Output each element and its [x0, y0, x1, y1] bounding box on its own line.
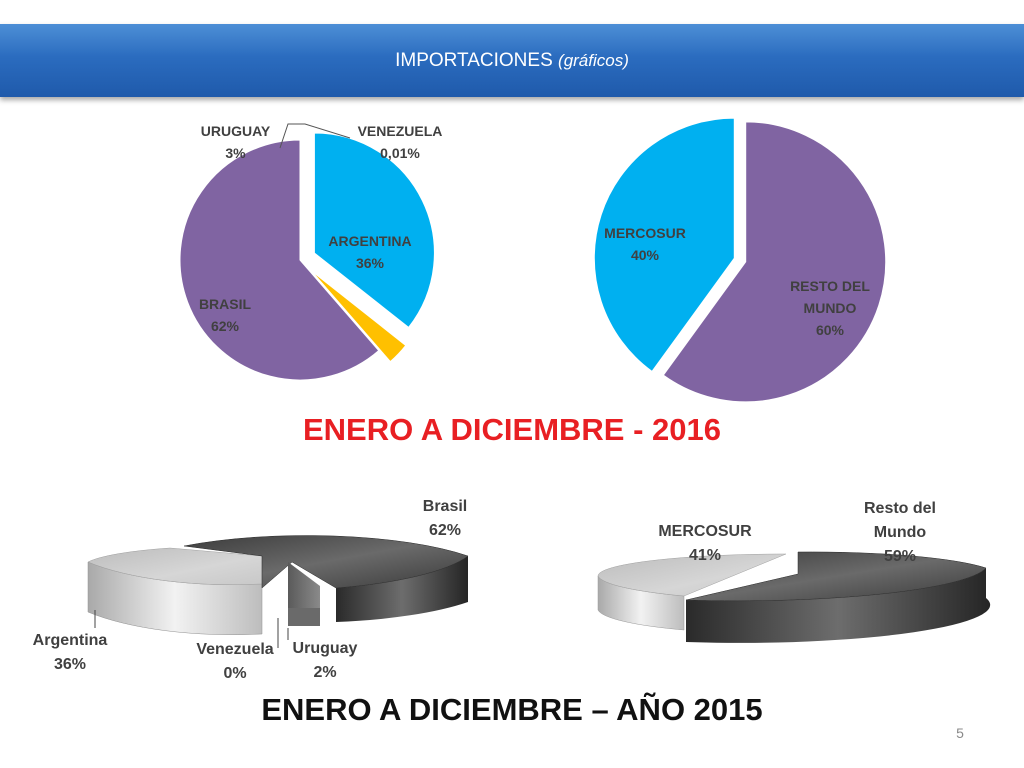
label-uruguay-2016: URUGUAY 3% [188, 120, 283, 164]
label-value: 40% [630, 247, 660, 263]
label-mercosur-2016: MERCOSUR 40% [590, 222, 700, 266]
slice-resto-del-mundo [662, 121, 887, 403]
label-resto-2016: RESTO DEL MUNDO 60% [770, 275, 890, 341]
label-argentina-2016: ARGENTINA 36% [315, 230, 425, 274]
label-value: 41% [688, 547, 722, 564]
label-mercosur-2015: MERCOSUR 41% [650, 520, 760, 568]
heading-2016: ENERO A DICIEMBRE - 2016 [302, 412, 721, 447]
slice-argentina [313, 132, 435, 329]
label-name: ARGENTINA [328, 233, 412, 249]
leader-line-uruguay-2016 [279, 123, 298, 149]
heading-2015: ENERO A DICIEMBRE – AÑO 2015 [261, 692, 763, 727]
slice-brasil-top [183, 535, 469, 589]
label-value: 0,01% [380, 145, 420, 161]
label-value: 0% [223, 665, 247, 682]
pie-chart-2015-regions [597, 551, 991, 643]
label-resto-2015: Resto del Mundo 59% [840, 497, 960, 569]
slice-uruguay [288, 562, 320, 608]
label-name: URUGUAY [200, 123, 271, 139]
pie-chart-2015-countries [87, 535, 469, 648]
label-name: Resto del Mundo [863, 500, 936, 541]
slide-title-subtitle: (gráficos) [558, 51, 629, 70]
slide-title: IMPORTACIONES (gráficos) [0, 24, 1024, 97]
label-value: 36% [53, 656, 87, 673]
page-number: 5 [956, 725, 964, 741]
label-name: Brasil [422, 498, 468, 515]
pie-chart-2016-countries [179, 123, 435, 381]
label-value: 59% [883, 548, 917, 565]
slice-brasil-side [336, 556, 468, 622]
label-name: RESTO DEL MUNDO [790, 278, 870, 316]
slice-resto-side [686, 568, 991, 643]
leader-line-venezuela-2016 [298, 123, 351, 139]
label-name: MERCOSUR [658, 523, 752, 540]
label-value: 62% [210, 318, 240, 334]
label-brasil-2015: Brasil 62% [395, 495, 495, 543]
label-venezuela-2015: Venezuela 0% [185, 638, 285, 686]
label-value: 62% [428, 522, 462, 539]
label-argentina-2015: Argentina 36% [15, 629, 125, 677]
pie-chart-2016-regions [593, 117, 887, 403]
label-venezuela-2016: VENEZUELA 0,01% [345, 120, 455, 164]
slice-uruguay [311, 270, 407, 363]
label-value: 36% [355, 255, 385, 271]
label-uruguay-2015: Uruguay 2% [285, 637, 365, 685]
slice-mercosur [593, 117, 735, 373]
label-name: MERCOSUR [604, 225, 686, 241]
slice-mercosur-top [597, 553, 787, 597]
slice-uruguay-front [288, 608, 320, 626]
label-name: Venezuela [196, 641, 274, 658]
label-brasil-2016: BRASIL 62% [180, 293, 270, 337]
label-value: 60% [815, 322, 845, 338]
header-bar [0, 24, 1024, 97]
slice-argentina-top [87, 547, 263, 586]
slide-title-text: IMPORTACIONES [395, 50, 553, 71]
label-value: 2% [313, 664, 337, 681]
slice-resto-top [685, 551, 987, 602]
slice-brasil [179, 139, 380, 381]
label-name: Argentina [32, 632, 108, 649]
label-value: 3% [225, 145, 246, 161]
label-name: BRASIL [198, 296, 252, 312]
label-name: VENEZUELA [357, 123, 443, 139]
label-name: Uruguay [292, 640, 358, 657]
